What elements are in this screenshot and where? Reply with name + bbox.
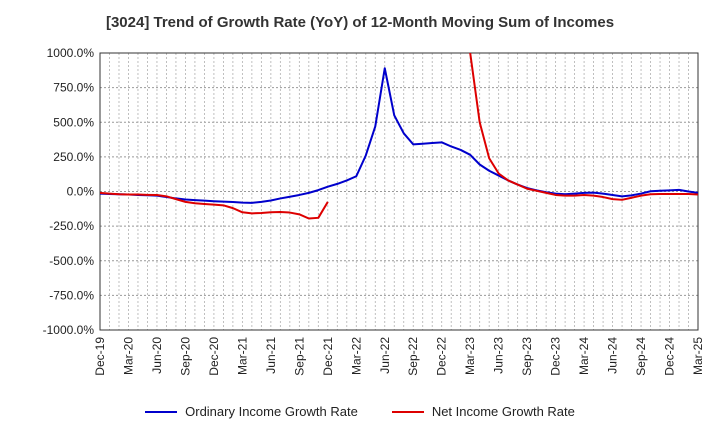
x-tick-label: Jun-24	[606, 337, 620, 374]
x-tick-label: Sep-24	[634, 337, 648, 376]
x-tick-label: Jun-21	[264, 337, 278, 374]
x-tick-label: Sep-21	[292, 337, 306, 376]
x-tick-label: Mar-21	[235, 337, 249, 375]
y-axis-ticks: 1000.0% 750.0% 500.0% 250.0% 0.0% -250.0% -500…	[43, 46, 95, 337]
x-tick-label: Dec-22	[435, 337, 449, 376]
legend-item-ordinary: Ordinary Income Growth Rate	[145, 404, 358, 419]
x-tick-label: Mar-20	[121, 337, 135, 375]
x-tick-label: Dec-21	[321, 337, 335, 376]
series-lines	[100, 53, 698, 220]
legend: Ordinary Income Growth Rate Net Income G…	[0, 404, 720, 419]
x-tick-label: Mar-24	[577, 337, 591, 375]
y-tick-label: -500.0%	[49, 254, 94, 268]
x-tick-label: Dec-19	[93, 337, 107, 376]
x-tick-label: Sep-23	[520, 337, 534, 376]
legend-label-net: Net Income Growth Rate	[431, 404, 575, 419]
legend-item-net: Net Income Growth Rate	[391, 404, 575, 419]
y-tick-label: 0.0%	[67, 185, 95, 199]
legend-swatch-net	[391, 410, 424, 413]
chart-title: [3024] Trend of Growth Rate (YoY) of 12-…	[105, 14, 615, 31]
plot-area-frame	[99, 52, 699, 331]
grid-lines	[99, 52, 699, 331]
legend-label-ordinary: Ordinary Income Growth Rate	[185, 404, 358, 419]
x-tick-label: Jun-20	[150, 337, 164, 374]
x-tick-label: Mar-22	[349, 337, 363, 375]
y-tick-label: 250.0%	[53, 150, 94, 164]
y-tick-label: -750.0%	[49, 288, 94, 302]
x-tick-label: Dec-24	[663, 337, 677, 376]
x-tick-label: Dec-23	[549, 337, 563, 376]
x-tick-label: Mar-25	[691, 337, 705, 375]
legend-swatch-ordinary	[145, 410, 178, 413]
x-axis-ticks: Dec-19 Mar-20 Jun-20 Sep-20 Dec-20 Mar-21 Jun-…	[93, 337, 705, 376]
series-line-ordinary-income	[100, 67, 698, 204]
x-tick-label: Jun-23	[492, 337, 506, 374]
y-tick-label: -1000.0%	[43, 323, 95, 337]
y-tick-label: 500.0%	[53, 115, 94, 129]
y-tick-label: 750.0%	[53, 81, 94, 95]
x-tick-label: Sep-22	[406, 337, 420, 376]
line-chart: 1000.0% 750.0% 500.0% 250.0% 0.0% -250.0% -500…	[43, 46, 705, 376]
x-tick-label: Mar-23	[463, 337, 477, 375]
x-tick-label: Sep-20	[178, 337, 192, 376]
x-tick-label: Dec-20	[207, 337, 221, 376]
y-tick-label: 1000.0%	[47, 46, 95, 60]
y-tick-label: -250.0%	[49, 219, 94, 233]
series-line-net-income	[100, 53, 698, 220]
x-tick-label: Jun-22	[378, 337, 392, 374]
